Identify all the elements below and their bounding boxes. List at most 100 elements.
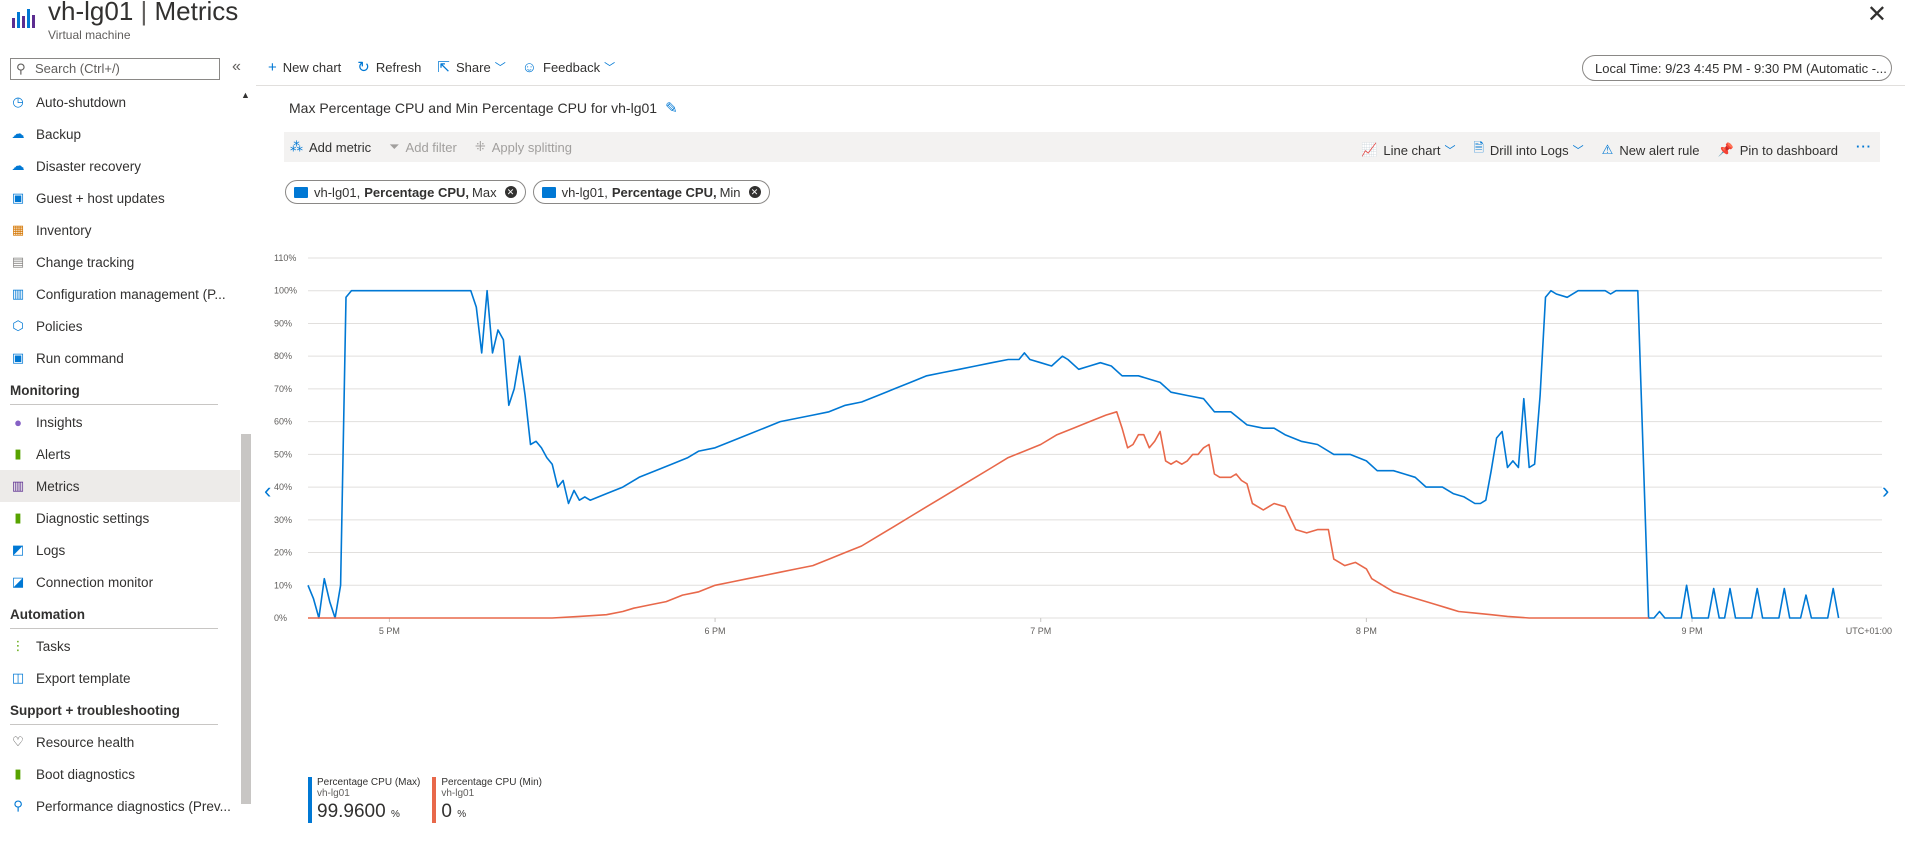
sidebar-item-label: Alerts xyxy=(36,446,71,462)
collapse-menu-button[interactable]: « xyxy=(232,58,241,75)
section-automation: Automation xyxy=(0,598,240,630)
policy-icon: ⬡ xyxy=(12,318,24,333)
y-tick-label: 50% xyxy=(274,449,292,459)
sidebar-item-label: Performance diagnostics (Prev... xyxy=(36,798,231,814)
perf-icon: ⚲ xyxy=(13,798,23,813)
sidebar-item-guest-host-updates[interactable]: ▣ Guest + host updates xyxy=(0,182,240,214)
scroll-up-icon[interactable]: ▲ xyxy=(241,90,250,100)
scroll-thumb[interactable] xyxy=(241,434,251,804)
vm-icon xyxy=(541,186,556,198)
close-button[interactable]: ✕ xyxy=(1867,0,1887,29)
sidebar-item-run-command[interactable]: ▣ Run command xyxy=(0,342,240,374)
chart-toolbar: ⁂ Add metric ⏷ Add filter ⁜ Apply splitting… xyxy=(284,132,1880,162)
pin-icon: 📌 xyxy=(1717,142,1734,157)
y-tick-label: 40% xyxy=(274,482,292,492)
plus-icon: + xyxy=(268,58,277,76)
metric-pill-max[interactable]: vh-lg01, Percentage CPU, Max ✕ xyxy=(285,180,526,204)
time-range-picker[interactable]: Local Time: 9/23 4:45 PM - 9:30 PM (Auto… xyxy=(1582,55,1892,81)
sidebar-item-inventory[interactable]: ▦ Inventory xyxy=(0,214,240,246)
pill-aggregation: Min xyxy=(719,184,741,200)
legend-value: 0 xyxy=(441,801,452,822)
sidebar-item-label: Configuration management (P... xyxy=(36,286,226,302)
x-tick-label: 6 PM xyxy=(705,626,726,636)
line-chart-dropdown[interactable]: 📈 Line chart ﹀ xyxy=(1361,139,1455,161)
x-tick-label: 5 PM xyxy=(379,626,400,636)
menu-scrollbar[interactable]: ▲ xyxy=(240,90,252,854)
command-bar: + New chart ↻ Refresh ⇱ Share ﹀ ☺ Feedback ﹀ xyxy=(268,52,631,82)
cloud-recovery-icon: ☁ xyxy=(11,158,25,173)
legend-item-min[interactable]: Percentage CPU (Min) vh-lg01 0 % xyxy=(432,777,542,823)
page-title: vh-lg01 | Metrics xyxy=(48,0,238,27)
search-placeholder: Search (Ctrl+/) xyxy=(35,61,120,76)
pill-metric: Percentage CPU, xyxy=(364,184,470,200)
chevron-right-icon[interactable]: › xyxy=(1882,478,1890,503)
sidebar-item-export-template[interactable]: ◫ Export template xyxy=(0,662,240,694)
section-monitoring: Monitoring xyxy=(0,374,240,406)
sidebar-item-diagnostic-settings[interactable]: ▮ Diagnostic settings xyxy=(0,502,240,534)
sidebar-item-auto-shutdown[interactable]: ◷ Auto-shutdown xyxy=(0,86,240,118)
menu-search-input[interactable]: ⚲ Search (Ctrl+/) xyxy=(10,58,220,80)
pin-to-dashboard-button[interactable]: 📌 Pin to dashboard xyxy=(1718,139,1838,161)
feedback-button[interactable]: ☺ Feedback ﹀ xyxy=(522,59,615,76)
remove-pill-icon[interactable]: ✕ xyxy=(504,186,517,198)
sidebar-item-resource-health[interactable]: ♡ Resource health xyxy=(0,726,240,758)
drill-into-logs-dropdown[interactable]: 🗎 Drill into Logs ﹀ xyxy=(1473,139,1583,161)
sidebar-item-label: Insights xyxy=(36,414,83,430)
pin-label: Pin to dashboard xyxy=(1739,142,1838,158)
sidebar-item-connection-monitor[interactable]: ◪ Connection monitor xyxy=(0,566,240,598)
sidebar-item-policies[interactable]: ⬡ Policies xyxy=(0,310,240,342)
remove-pill-icon[interactable]: ✕ xyxy=(748,186,761,198)
more-options-button[interactable]: ··· xyxy=(1856,139,1872,154)
sidebar-item-label: Disaster recovery xyxy=(36,158,142,174)
add-filter-button[interactable]: ⏷ Add filter xyxy=(389,139,457,155)
share-button[interactable]: ⇱ Share ﹀ xyxy=(437,58,505,76)
sidebar-item-tasks[interactable]: ⋮ Tasks xyxy=(0,630,240,662)
legend-item-max[interactable]: Percentage CPU (Max) vh-lg01 99.9600 % xyxy=(308,777,420,823)
sidebar-item-disaster-recovery[interactable]: ☁ Disaster recovery xyxy=(0,150,240,182)
apply-splitting-label: Apply splitting xyxy=(491,139,572,155)
search-icon: ⚲ xyxy=(16,61,26,76)
sidebar-item-boot-diagnostics[interactable]: ▮ Boot diagnostics xyxy=(0,758,240,790)
connection-icon: ◪ xyxy=(11,574,25,589)
edit-pencil-icon[interactable]: ✎ xyxy=(665,100,678,117)
refresh-button[interactable]: ↻ Refresh xyxy=(357,58,421,76)
sidebar-item-logs[interactable]: ◩ Logs xyxy=(0,534,240,566)
line-chart[interactable]: 0% 10% 20% 30% 40% 50% 60% 70% 80% 90% 100% 110% 5 P… xyxy=(256,230,1896,770)
metric-pills: vh-lg01, Percentage CPU, Max ✕ vh-lg01, … xyxy=(285,180,777,204)
new-alert-rule-button[interactable]: ⚠ New alert rule xyxy=(1602,139,1700,161)
y-tick-label: 20% xyxy=(274,548,292,558)
sidebar-item-alerts[interactable]: ▮ Alerts xyxy=(0,438,240,470)
heart-icon: ♡ xyxy=(12,734,24,749)
sidebar-item-label: Logs xyxy=(36,542,66,558)
apply-splitting-button[interactable]: ⁜ Apply splitting xyxy=(475,139,572,155)
new-chart-button[interactable]: + New chart xyxy=(268,59,341,76)
add-metric-label: Add metric xyxy=(309,139,372,155)
chevron-down-icon: ﹀ xyxy=(494,62,506,74)
chart-title[interactable]: Max Percentage CPU and Min Percentage CP… xyxy=(289,99,678,117)
sidebar-item-insights[interactable]: ● Insights xyxy=(0,406,240,438)
add-metric-button[interactable]: ⁂ Add metric xyxy=(290,139,371,155)
pill-aggregation: Max xyxy=(472,184,497,200)
refresh-label: Refresh xyxy=(375,59,422,75)
new-chart-label: New chart xyxy=(282,59,342,75)
legend-resource: vh-lg01 xyxy=(441,788,475,799)
timezone-label: UTC+01:00 xyxy=(1846,626,1892,636)
sidebar-item-change-tracking[interactable]: ▤ Change tracking xyxy=(0,246,240,278)
y-tick-label: 0% xyxy=(274,613,287,623)
share-label: Share xyxy=(455,59,491,75)
sidebar-item-label: Export template xyxy=(36,670,131,686)
sidebar-item-backup[interactable]: ☁ Backup xyxy=(0,118,240,150)
share-icon: ⇱ xyxy=(437,59,450,76)
sidebar-item-configuration-management-p[interactable]: ▥ Configuration management (P... xyxy=(0,278,240,310)
metric-pill-min[interactable]: vh-lg01, Percentage CPU, Min ✕ xyxy=(532,180,770,204)
logs-icon: 🗎 xyxy=(1473,140,1484,155)
feedback-label: Feedback xyxy=(543,59,601,75)
resource-name: vh-lg01 xyxy=(48,0,134,26)
chevron-left-icon[interactable]: ‹ xyxy=(264,478,272,503)
sidebar-item-performance-diagnostics-prev[interactable]: ⚲ Performance diagnostics (Prev... xyxy=(0,790,240,822)
legend-name: Percentage CPU (Max) xyxy=(317,777,421,788)
series-line-min xyxy=(308,411,1649,619)
series-line-max xyxy=(307,289,1840,619)
x-tick-label: 7 PM xyxy=(1030,626,1051,636)
sidebar-item-metrics[interactable]: ▥ Metrics xyxy=(0,470,240,502)
